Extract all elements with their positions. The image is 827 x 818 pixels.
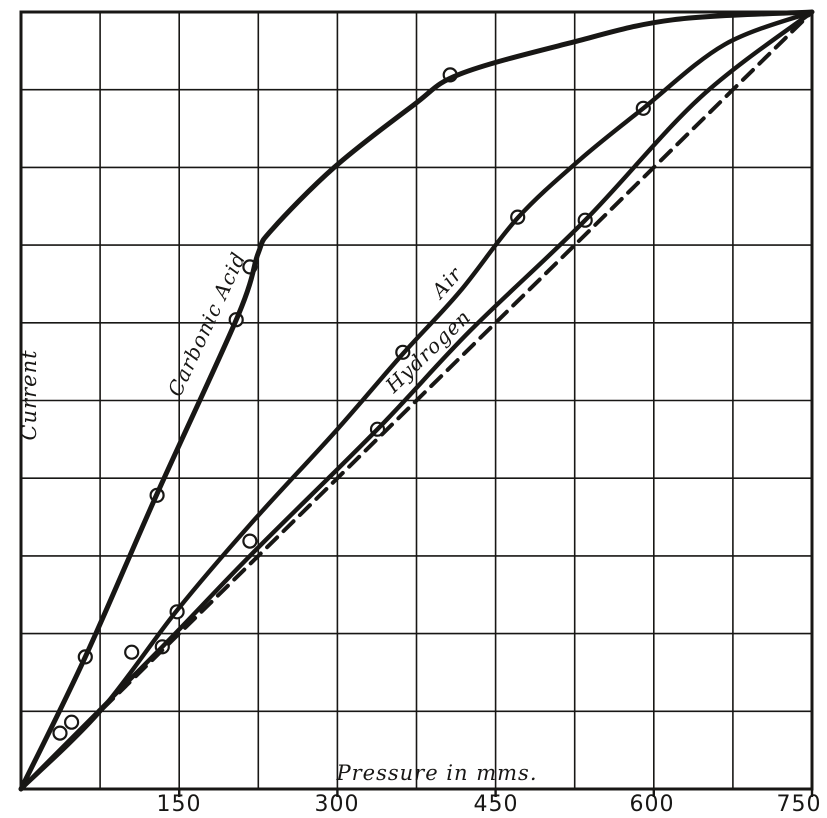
curve-dashed-reference xyxy=(19,10,814,791)
x-tick-label-750: 750 xyxy=(777,792,822,817)
x-axis-tick-marks xyxy=(177,789,814,797)
data-point-air xyxy=(124,644,140,660)
data-point-markers xyxy=(52,67,651,741)
data-point-carbonic-acid xyxy=(52,725,68,741)
curve-label-air: Air xyxy=(425,262,467,305)
y-axis-label: Current xyxy=(17,349,41,440)
curve-hydrogen xyxy=(18,9,815,792)
curves xyxy=(18,9,815,792)
x-tick-label-600: 600 xyxy=(630,792,675,817)
curve-air xyxy=(18,9,815,792)
x-tick-label-300: 300 xyxy=(315,792,360,817)
x-tick-label-450: 450 xyxy=(474,792,519,817)
curve-label-hydrogen: Hydrogen xyxy=(380,305,476,398)
data-point-carbonic-acid xyxy=(63,714,80,730)
curve-carbonic-acid xyxy=(18,9,815,792)
x-axis-label: Pressure in mms. xyxy=(335,761,537,785)
plot-border xyxy=(19,10,814,791)
x-axis-tick-labels: 150 300 450 600 750 xyxy=(157,792,822,817)
x-tick-label-150: 150 xyxy=(157,792,202,817)
data-point-air xyxy=(242,533,258,549)
